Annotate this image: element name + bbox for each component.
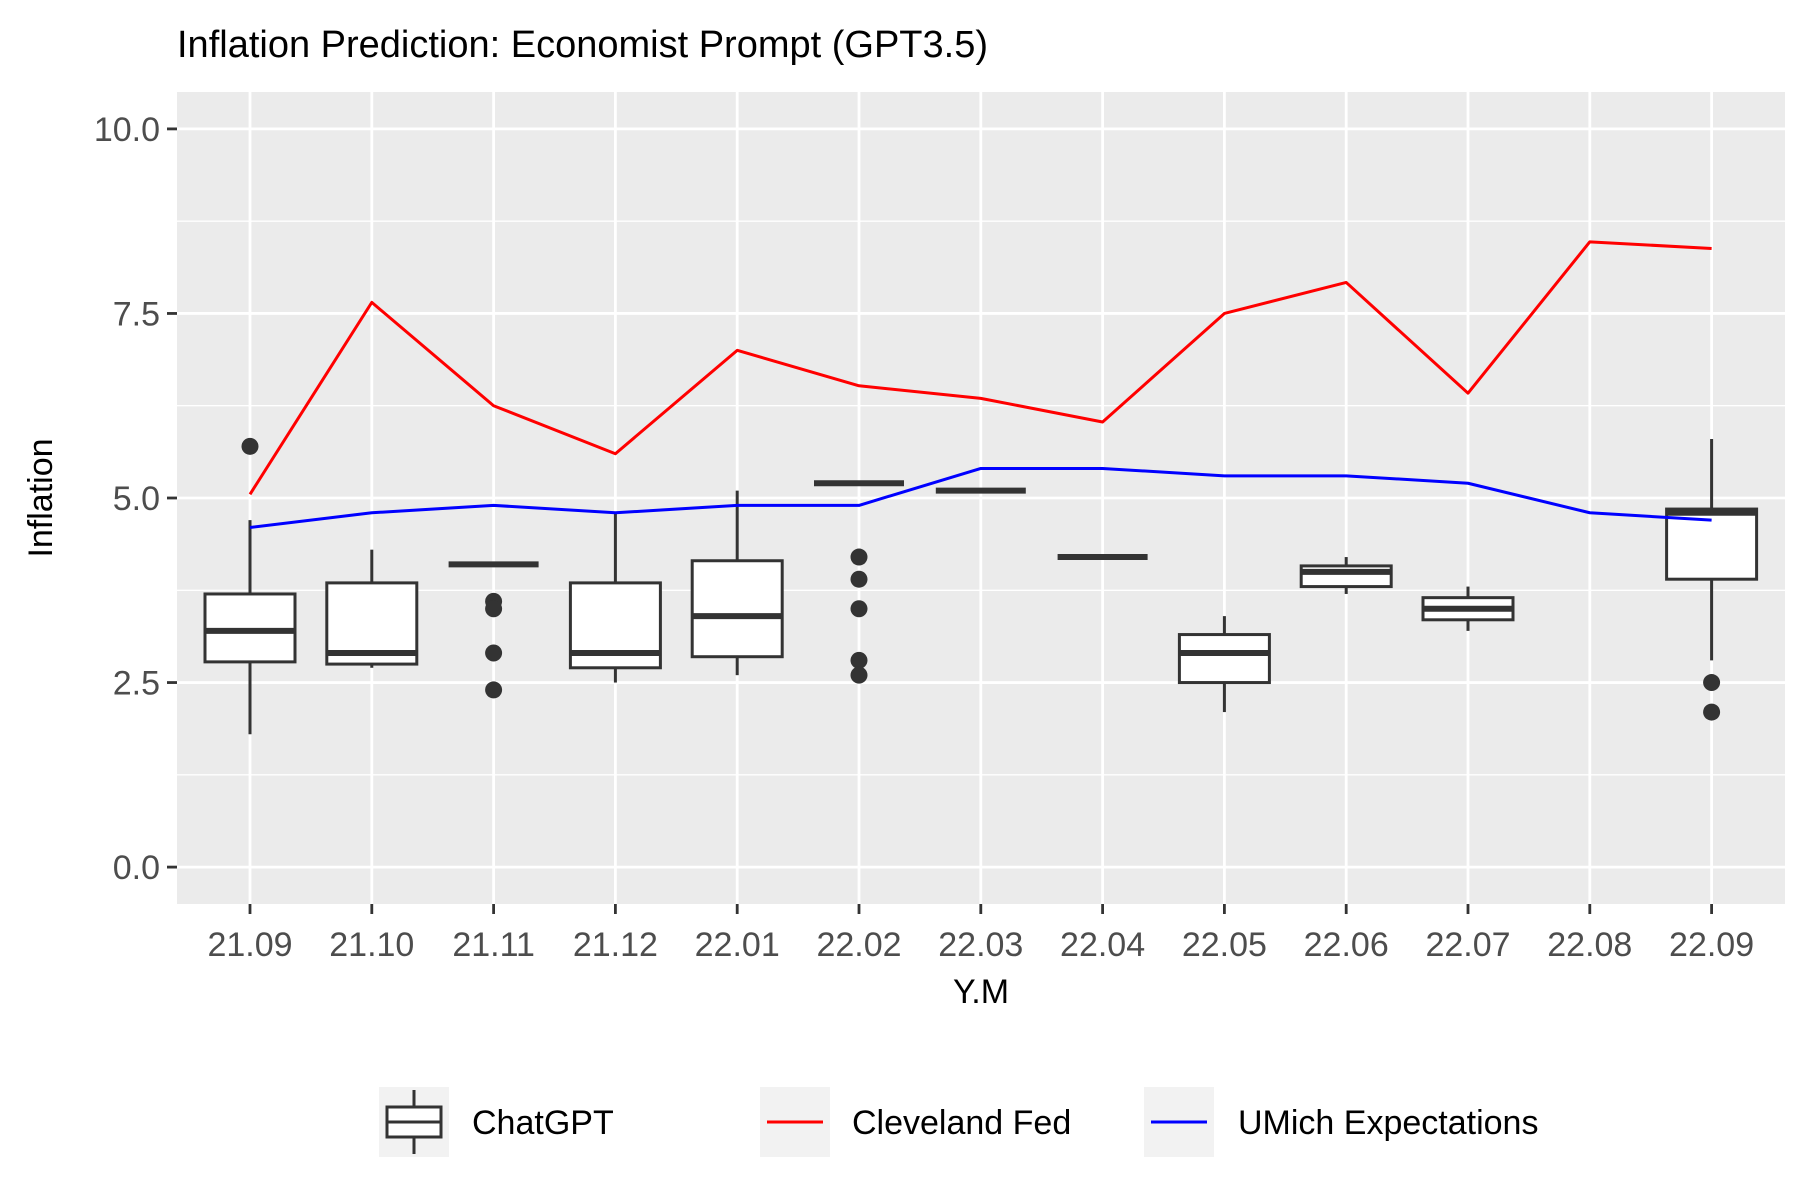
box-outlier-point: [1703, 703, 1721, 721]
x-tick-label: 22.06: [1304, 926, 1389, 964]
box-21.10: [325, 549, 419, 668]
box-21.11: [448, 561, 539, 699]
chart-title: Inflation Prediction: Economist Prompt (…: [177, 24, 988, 66]
line-series: [248, 240, 1712, 530]
box-22.01: [690, 490, 784, 676]
x-tick-label: 22.04: [1060, 926, 1145, 964]
box-outlier-point: [850, 666, 868, 684]
legend-item-chatgpt: ChatGPT: [379, 1087, 614, 1157]
x-tick-label: 22.07: [1425, 926, 1510, 964]
line-umich-expectations: [249, 466, 1712, 530]
box-outlier-point: [485, 681, 503, 699]
x-tick-label: 22.05: [1182, 926, 1267, 964]
x-tick-label: 22.02: [816, 926, 901, 964]
legend-label: ChatGPT: [472, 1104, 614, 1142]
box-21.09: [203, 437, 297, 735]
line-cleveland-fed: [248, 240, 1712, 496]
box-22.06: [1299, 557, 1393, 594]
x-tick-label: 22.09: [1669, 926, 1754, 964]
box-body: [690, 559, 784, 659]
y-tick-label: 0.0: [113, 849, 160, 887]
y-tick-label: 10.0: [94, 111, 160, 149]
box-21.12: [568, 512, 662, 683]
y-tick-label: 2.5: [113, 665, 160, 703]
legend: ChatGPT Cleveland Fed UMich Expectations: [379, 1087, 1538, 1157]
box-outlier-point: [850, 570, 868, 588]
x-tick-label: 22.01: [695, 926, 780, 964]
box-outlier-point: [1703, 674, 1721, 692]
x-tick-label: 22.03: [938, 926, 1023, 964]
legend-label: UMich Expectations: [1238, 1104, 1538, 1142]
x-tick-label: 21.11: [452, 926, 535, 964]
box-outlier-point: [241, 437, 259, 455]
y-tick-label: 7.5: [113, 295, 160, 333]
box-22.07: [1421, 586, 1515, 631]
y-axis-title: Inflation: [22, 438, 60, 557]
x-axis: 21.09 21.10 21.11 21.12 22.01 22.02 22.03 22.04…: [207, 904, 1754, 964]
x-tick-label: 22.08: [1547, 926, 1632, 964]
box-22.02: [814, 480, 904, 684]
box-outlier-point: [850, 548, 868, 566]
box-22.05: [1177, 616, 1271, 713]
box-outlier-point: [850, 600, 868, 618]
x-tick-label: 21.10: [329, 926, 414, 964]
box-outlier-point: [850, 651, 868, 669]
box-outlier-point: [485, 600, 503, 618]
legend-label: Cleveland Fed: [852, 1104, 1071, 1142]
y-tick-label: 5.0: [113, 480, 160, 518]
box-body: [1665, 507, 1759, 581]
x-axis-title: Y.M: [953, 973, 1009, 1011]
x-tick-label: 21.09: [207, 926, 292, 964]
y-axis: 0.0 2.5 5.0 7.5 10.0: [94, 111, 177, 887]
legend-item-cleveland-fed: Cleveland Fed: [760, 1087, 1071, 1157]
box-outlier-point: [485, 644, 503, 662]
x-tick-label: 21.12: [573, 926, 658, 964]
box-series-chatgpt: [203, 437, 1759, 735]
legend-item-umich-expectations: UMich Expectations: [1144, 1087, 1538, 1157]
box-22.09: [1665, 438, 1759, 721]
box-body: [1177, 633, 1271, 685]
